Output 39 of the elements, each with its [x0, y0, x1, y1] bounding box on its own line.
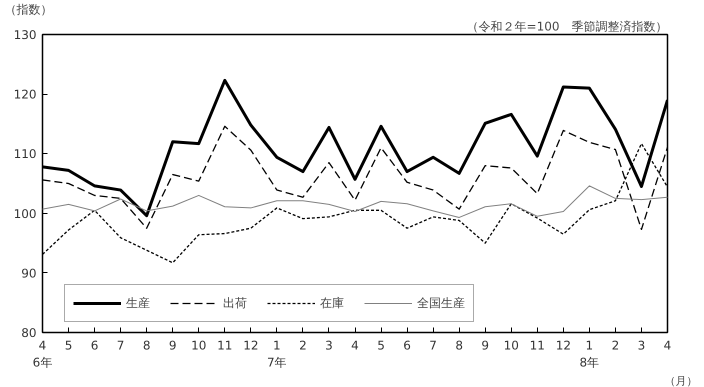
x-tick-label: 1 7年	[267, 338, 287, 370]
x-tick-label: 12	[243, 338, 258, 352]
x-tick-label: 3	[638, 338, 646, 352]
legend-label: 在庫	[320, 294, 344, 312]
x-tick-label: 1 8年	[580, 338, 600, 370]
y-tick-label: 130	[14, 28, 36, 42]
x-tick-label: 12	[556, 338, 571, 352]
x-tick-label: 10	[504, 338, 519, 352]
x-tick-label: 4 6年	[32, 338, 52, 370]
x-tick-label: 6	[403, 338, 411, 352]
y-tick-label: 120	[14, 88, 36, 102]
x-tick-label: 4	[664, 338, 672, 352]
x-tick-label: 7	[116, 338, 124, 352]
x-tick-label: 8	[142, 338, 150, 352]
y-tick-label: 110	[14, 147, 36, 162]
x-tick-label: 2	[299, 338, 307, 352]
y-tick-label: 80	[21, 326, 37, 340]
x-tick-label: 8	[455, 338, 463, 352]
x-tick-label: 5	[64, 338, 72, 352]
y-tick-label: 90	[21, 266, 37, 280]
legend-label: 出荷	[223, 294, 247, 312]
x-tick-label: 11	[530, 338, 545, 352]
legend-label: 全国生産	[417, 294, 465, 312]
x-tick-label: 2	[612, 338, 620, 352]
x-tick-label: 7	[429, 338, 437, 352]
legend-label: 生産	[126, 294, 150, 312]
x-tick-label: 6	[90, 338, 98, 352]
x-tick-label: 9	[481, 338, 490, 352]
x-tick-label: 4	[351, 338, 359, 352]
x-tick-label: 10	[191, 338, 206, 352]
y-tick-label: 100	[14, 206, 36, 221]
y-axis-title: （指数）	[4, 2, 52, 16]
x-tick-label: 3	[325, 338, 333, 352]
x-tick-label: 5	[377, 338, 385, 352]
x-axis-title: （月）	[664, 374, 698, 387]
chart-subtitle: （令和２年=100 季節調整済指数）	[466, 20, 668, 34]
x-tick-label: 11	[217, 338, 232, 352]
x-tick-label: 9	[168, 338, 177, 352]
line-series	[42, 185, 668, 218]
